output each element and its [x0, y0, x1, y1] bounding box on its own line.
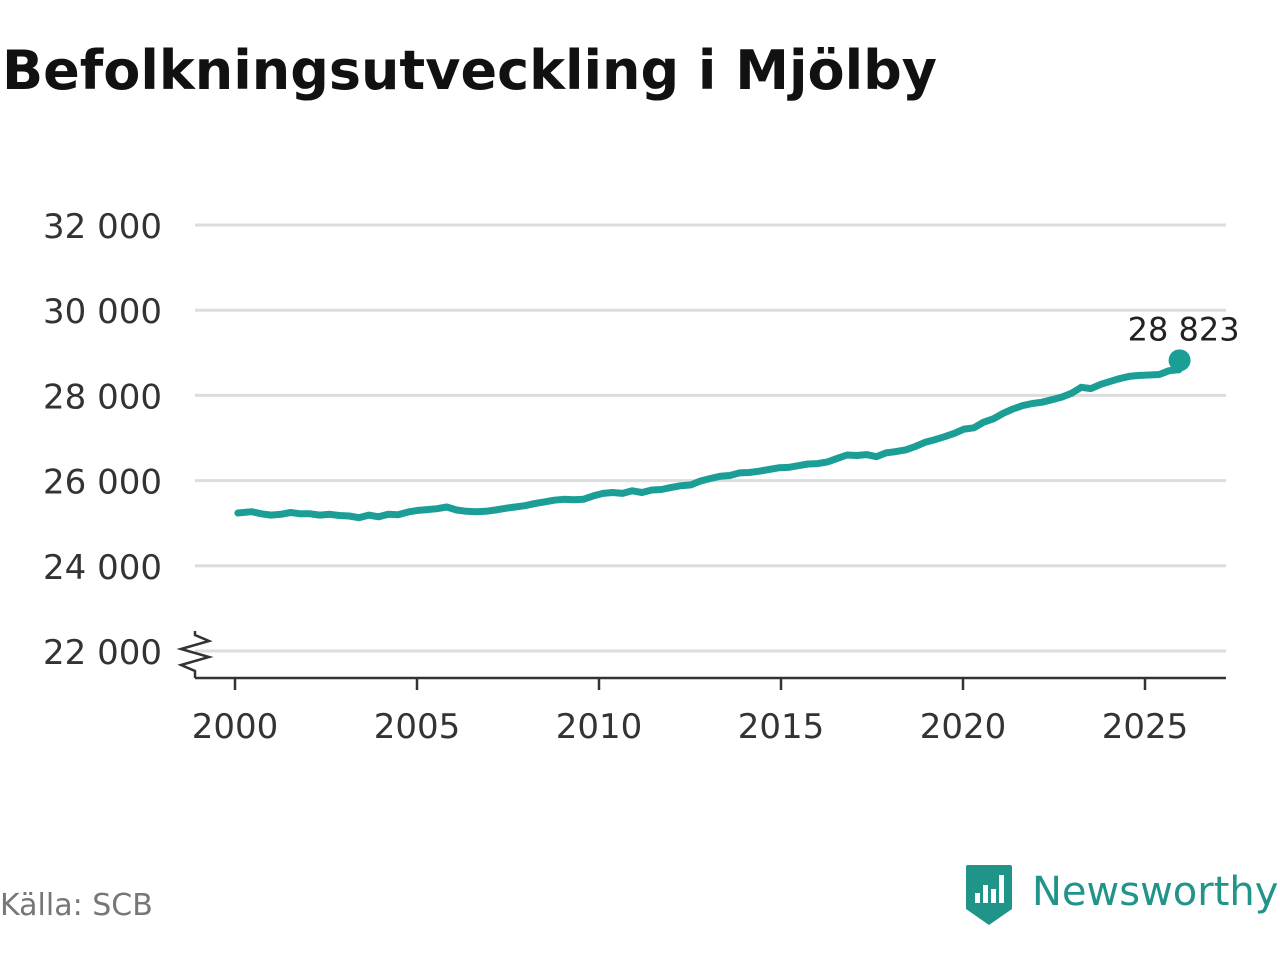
y-tick-label: 22 000 — [43, 633, 162, 673]
source-label: Källa: SCB — [0, 888, 153, 923]
brand-name: Newsworthy — [1032, 869, 1279, 915]
x-tick-label: 2015 — [738, 707, 825, 747]
gridlines — [195, 223, 1226, 653]
end-point-marker — [1168, 349, 1191, 372]
y-axis-tick-labels: 22 000 24 000 26 000 28 000 30 000 32 000 — [43, 207, 162, 673]
newsworthy-logo: Newsworthy — [964, 862, 1278, 928]
x-axis-tick-labels: 2000 2005 2010 2015 2020 2025 — [192, 707, 1189, 747]
population-line — [234, 366, 1183, 522]
series-layer: 28 823 — [234, 310, 1240, 522]
x-axis — [176, 631, 1226, 690]
chart-title: Befolkningsutveckling i Mjölby — [2, 39, 937, 102]
y-tick-label: 30 000 — [43, 292, 162, 332]
y-tick-label: 26 000 — [43, 463, 162, 503]
newsworthy-logo-icon — [966, 865, 1012, 925]
x-tick-label: 2025 — [1102, 707, 1189, 747]
y-tick-label: 32 000 — [43, 207, 162, 247]
y-tick-label: 28 000 — [43, 377, 162, 417]
x-tick-label: 2000 — [192, 707, 279, 747]
x-tick-label: 2020 — [920, 707, 1007, 747]
y-tick-label: 24 000 — [43, 548, 162, 588]
y-axis-break — [176, 631, 214, 678]
x-tick-label: 2005 — [374, 707, 461, 747]
x-tick-label: 2010 — [556, 707, 643, 747]
end-value-label: 28 823 — [1128, 310, 1240, 348]
